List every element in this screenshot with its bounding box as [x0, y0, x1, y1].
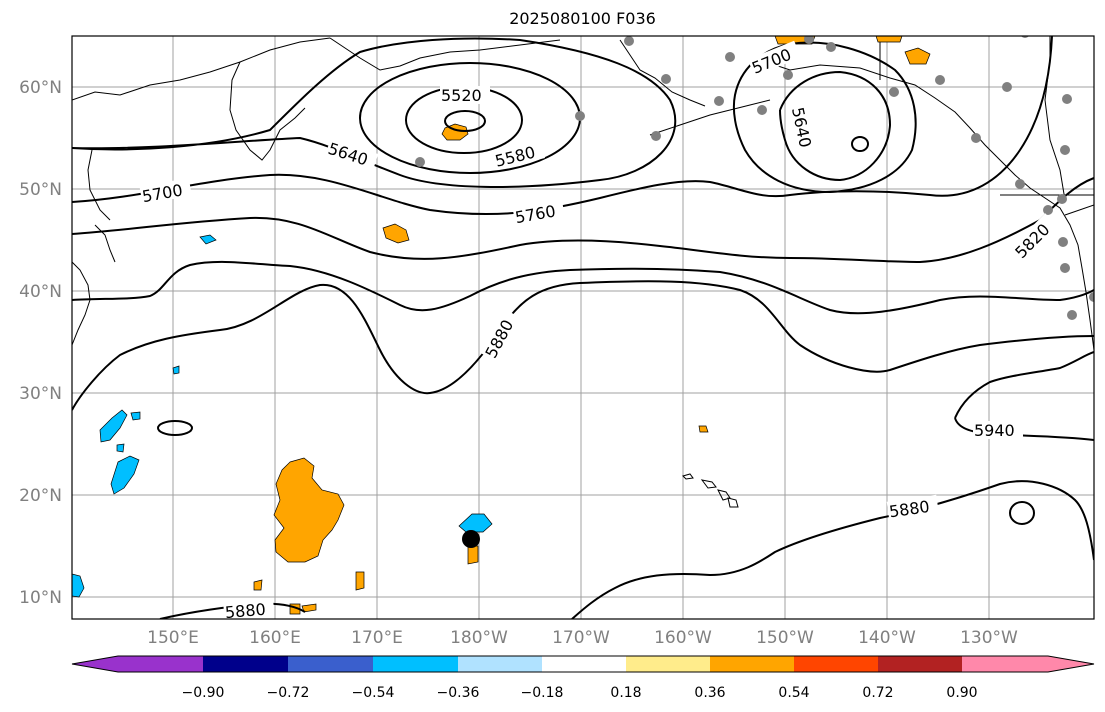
lon-tick-160w: 160°W	[654, 628, 712, 648]
colorbar-bin	[542, 656, 626, 672]
longitude-axis: 150°E 160°E 170°E 180°W 170°W 160°W 150°…	[147, 628, 1018, 648]
lat-tick-30n: 30°N	[19, 384, 62, 404]
colorbar-bin	[626, 656, 710, 672]
lat-tick-20n: 20°N	[19, 486, 62, 506]
lat-tick-50n: 50°N	[19, 180, 62, 200]
colorbar-tick: 0.72	[862, 685, 893, 701]
colorbar-tick: −0.90	[182, 685, 225, 701]
lon-tick-150e: 150°E	[147, 628, 199, 648]
hawaiian-islands	[682, 473, 739, 508]
colorbar-tick: −0.18	[521, 685, 564, 701]
lon-tick-150w: 150°W	[756, 628, 814, 648]
lon-tick-170e: 170°E	[351, 628, 403, 648]
colorbar-bin	[373, 656, 458, 672]
lat-tick-40n: 40°N	[19, 282, 62, 302]
colorbar-tick: 0.54	[778, 685, 809, 701]
gridlines	[72, 36, 1094, 619]
negative-anomaly-areas	[72, 234, 493, 598]
colorbar-tick: 0.18	[610, 685, 641, 701]
plot-area	[72, 36, 1094, 619]
colorbar-tick: −0.36	[437, 685, 480, 701]
height-contours	[72, 36, 1094, 619]
colorbar-min-extend	[72, 656, 118, 672]
contour-label-5520: 5520	[441, 86, 482, 105]
colorbar-bin	[288, 656, 373, 672]
contour-label-5940: 5940	[974, 421, 1015, 440]
contour-label-5880-sw: 5880	[224, 600, 266, 622]
colorbar-bin	[962, 656, 1048, 672]
colorbar-tick: 0.90	[946, 685, 977, 701]
colorbar-bin	[710, 656, 794, 672]
colorbar-bin	[794, 656, 878, 672]
lon-tick-160e: 160°E	[249, 628, 301, 648]
positive-anomaly-areas	[253, 36, 931, 615]
colorbar-tick: −0.54	[352, 685, 395, 701]
lon-tick-140w: 140°W	[858, 628, 916, 648]
map-title: 2025080100 F036	[509, 9, 656, 28]
station-markers	[415, 36, 1094, 320]
coastlines	[72, 36, 1094, 351]
colorbar-tick: −0.72	[267, 685, 310, 701]
colorbar-max-extend	[1048, 656, 1094, 672]
plot-frame	[71, 35, 1095, 620]
colorbar-tick: 0.36	[694, 685, 725, 701]
storm-center-marker	[462, 530, 480, 548]
lon-tick-130w: 130°W	[960, 628, 1018, 648]
colorbar-bin	[878, 656, 962, 672]
colorbar-bin	[458, 656, 542, 672]
lat-tick-60n: 60°N	[19, 78, 62, 98]
lat-tick-10n: 10°N	[19, 588, 62, 608]
lon-tick-170w: 170°W	[552, 628, 610, 648]
lon-tick-180w: 180°W	[450, 628, 508, 648]
colorbar-bin	[118, 656, 203, 672]
colorbar-bin	[203, 656, 288, 672]
colorbar: −0.90 −0.72 −0.54 −0.36 −0.18 0.18 0.36 …	[71, 655, 1095, 701]
latitude-axis: 60°N 50°N 40°N 30°N 20°N 10°N	[19, 78, 62, 608]
